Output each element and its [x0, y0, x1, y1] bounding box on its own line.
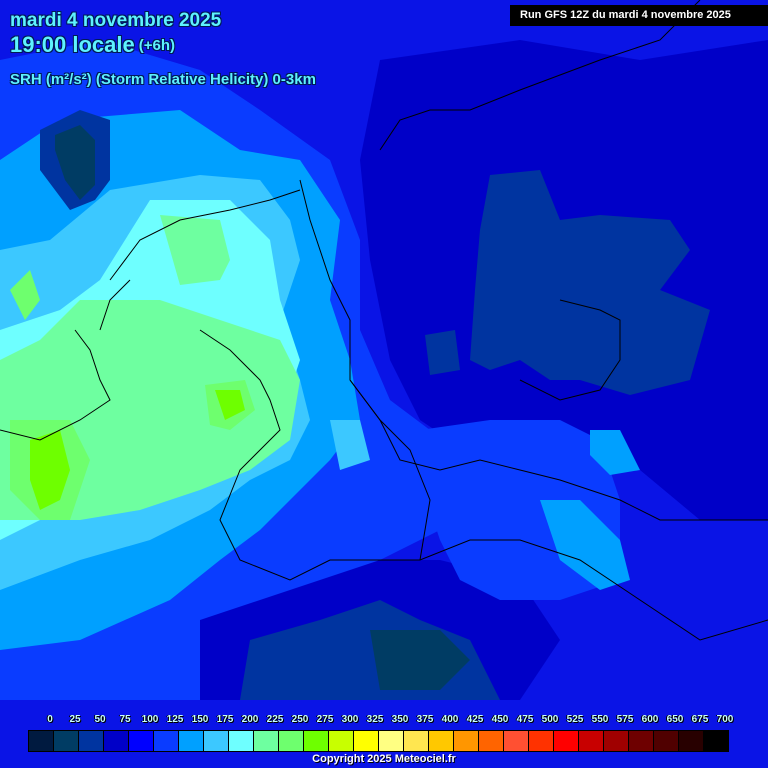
legend-label: 675 [691, 714, 709, 725]
legend-swatch [54, 731, 79, 751]
legend-swatch [679, 731, 704, 751]
legend-swatch [204, 731, 229, 751]
legend-swatch [354, 731, 379, 751]
local-time: 19:00 locale [10, 32, 135, 57]
legend-swatch [654, 731, 679, 751]
legend-label: 700 [716, 714, 734, 725]
legend-swatch [704, 731, 728, 751]
legend-swatch [129, 731, 154, 751]
legend-swatch [429, 731, 454, 751]
legend-swatch [629, 731, 654, 751]
legend-swatch [154, 731, 179, 751]
legend-label: 0 [47, 714, 53, 725]
legend-label: 575 [616, 714, 634, 725]
legend-swatch [404, 731, 429, 751]
legend-swatch [79, 731, 104, 751]
legend-swatch [279, 731, 304, 751]
legend-swatch [529, 731, 554, 751]
legend-label: 475 [516, 714, 534, 725]
legend-label: 550 [591, 714, 609, 725]
legend-label: 125 [166, 714, 184, 725]
parameter-title: SRH (m²/s²) (Storm Relative Helicity) 0-… [10, 71, 316, 88]
legend-label: 650 [666, 714, 684, 725]
forecast-date: mardi 4 novembre 2025 [10, 10, 222, 31]
legend-label: 325 [366, 714, 384, 725]
legend-swatch [579, 731, 604, 751]
legend-label: 400 [441, 714, 459, 725]
copyright-text: Copyright 2025 Meteociel.fr [312, 753, 456, 765]
legend-label: 150 [191, 714, 209, 725]
legend-swatch [604, 731, 629, 751]
legend-swatch [179, 731, 204, 751]
legend-label: 175 [216, 714, 234, 725]
legend-label: 525 [566, 714, 584, 725]
legend-swatch [479, 731, 504, 751]
legend-label: 450 [491, 714, 509, 725]
legend-label: 25 [69, 714, 81, 725]
legend-label: 200 [241, 714, 259, 725]
legend-swatch [554, 731, 579, 751]
forecast-time: 19:00 locale (+6h) [10, 32, 175, 58]
legend-label: 350 [391, 714, 409, 725]
run-info-box: Run GFS 12Z du mardi 4 novembre 2025 [510, 5, 768, 26]
legend-swatch [379, 731, 404, 751]
legend-swatch [229, 731, 254, 751]
legend-swatch [254, 731, 279, 751]
legend-label: 250 [291, 714, 309, 725]
legend-label: 600 [641, 714, 659, 725]
legend-colorbar [28, 730, 729, 752]
legend-swatch [104, 731, 129, 751]
legend-swatch [329, 731, 354, 751]
legend-label: 425 [466, 714, 484, 725]
legend-label: 275 [316, 714, 334, 725]
legend-label: 500 [541, 714, 559, 725]
legend-label: 100 [141, 714, 159, 725]
color-legend: 0 25 50 75 100 125 150 175 200 225 250 275 300 325 350… [28, 712, 733, 752]
legend-swatch [29, 731, 54, 751]
forecast-offset: (+6h) [138, 37, 176, 54]
legend-labels: 0 25 50 75 100 125 150 175 200 225 250 275 300 325 350… [28, 712, 733, 728]
legend-swatch [304, 731, 329, 751]
legend-label: 375 [416, 714, 434, 725]
legend-swatch [454, 731, 479, 751]
legend-label: 50 [94, 714, 106, 725]
legend-swatch [504, 731, 529, 751]
legend-label: 75 [119, 714, 131, 725]
legend-label: 225 [266, 714, 284, 725]
legend-label: 300 [341, 714, 359, 725]
